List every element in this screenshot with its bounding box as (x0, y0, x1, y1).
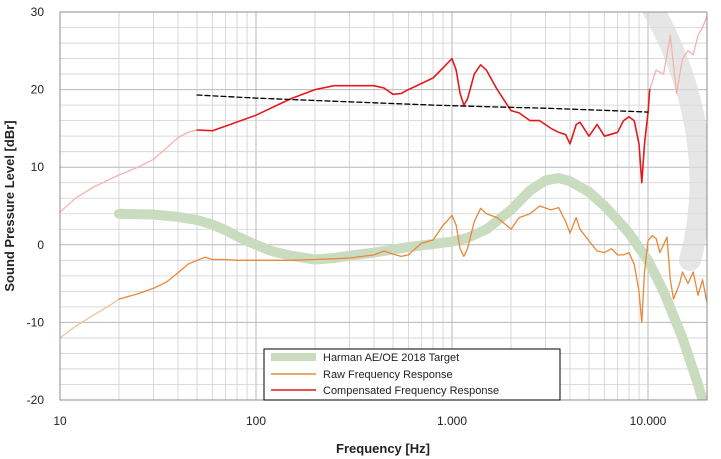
series-compensated-faded-line (649, 15, 707, 95)
gray-arc-decoration (642, 12, 707, 271)
y-tick-label: 30 (31, 5, 45, 19)
series-compensated-line (196, 57, 651, 184)
x-tick-label: 1.000 (437, 414, 467, 428)
y-tick-label: -20 (27, 393, 45, 407)
series-raw-faded-line (60, 298, 120, 339)
x-tick-label: 100 (246, 414, 266, 428)
series-compensated-faded-line (60, 129, 198, 213)
x-tick-label: 10.000 (630, 414, 667, 428)
x-tick-label: 10 (53, 414, 67, 428)
series-target-line (114, 173, 707, 400)
x-tick-labels: 10 100 1.000 10.000 (53, 414, 666, 428)
legend-label-compensated: Compensated Frequency Response (323, 385, 499, 397)
y-tick-label: 20 (31, 83, 45, 97)
legend-label-target: Harman AE/OE 2018 Target (323, 352, 459, 364)
series-layer (60, 15, 707, 400)
legend: Harman AE/OE 2018 Target Raw Frequency R… (263, 348, 561, 401)
y-axis-title: Sound Pressure Level [dBr] (2, 120, 17, 291)
y-tick-label: -10 (27, 315, 45, 329)
y-tick-label: 0 (37, 238, 44, 252)
series-smoothed-line (196, 94, 649, 113)
legend-label-raw: Raw Frequency Response (323, 369, 453, 381)
series-raw-line (118, 205, 707, 324)
x-axis-title: Frequency [Hz] (336, 441, 430, 456)
y-tick-labels: 30 20 10 0 -10 -20 (27, 5, 45, 407)
y-tick-label: 10 (31, 160, 45, 174)
decoration-layer (642, 12, 707, 271)
